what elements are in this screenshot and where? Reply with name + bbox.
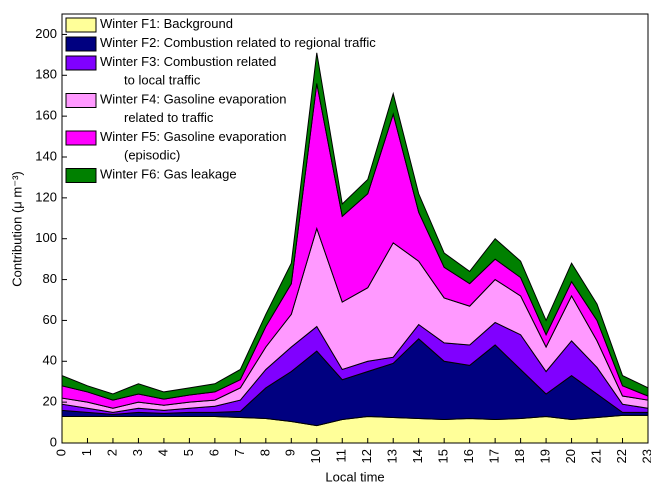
x-axis-label: Local time (325, 469, 384, 484)
y-tick-label: 20 (43, 394, 57, 409)
x-tick-label: 23 (639, 449, 651, 463)
x-tick-label: 14 (410, 449, 425, 463)
x-tick-label: 9 (283, 449, 298, 456)
legend-label: Winter F1: Background (100, 16, 233, 31)
y-tick-label: 140 (35, 148, 57, 163)
y-tick-label: 0 (50, 434, 57, 449)
x-tick-label: 18 (512, 449, 527, 463)
y-tick-label: 40 (43, 353, 57, 368)
x-tick-label: 1 (79, 449, 94, 456)
legend-label: Winter F5: Gasoline evaporation (episodic… (100, 129, 286, 163)
legend: Winter F1: Background Winter F2: Combusti… (65, 16, 376, 183)
legend-swatch (65, 36, 97, 52)
y-tick-label: 180 (35, 67, 57, 82)
x-tick-label: 2 (104, 449, 119, 456)
y-tick-label: 160 (35, 108, 57, 123)
y-tick-label: 80 (43, 271, 57, 286)
y-axis-label: Contribution (μ m⁻³) (9, 171, 24, 287)
y-tick-label: 120 (35, 189, 57, 204)
x-tick-label: 19 (538, 449, 553, 463)
x-tick-label: 22 (614, 449, 629, 463)
legend-label: Winter F2: Combustion related to regiona… (100, 35, 376, 50)
y-tick-label: 60 (43, 312, 57, 327)
x-tick-label: 3 (130, 449, 145, 456)
legend-swatch (65, 17, 97, 33)
legend-label: Winter F4: Gasoline evaporation related t… (100, 92, 286, 126)
x-tick-label: 16 (461, 449, 476, 463)
x-tick-label: 7 (232, 449, 247, 456)
legend-swatch (65, 55, 97, 71)
x-tick-label: 8 (257, 449, 272, 456)
x-tick-label: 13 (385, 449, 400, 463)
legend-swatch (65, 93, 97, 108)
x-tick-label: 15 (436, 449, 451, 463)
area (61, 414, 649, 444)
x-tick-label: 5 (181, 449, 196, 456)
y-tick-label: 100 (35, 230, 57, 245)
x-tick-label: 6 (206, 449, 221, 456)
x-tick-label: 21 (588, 449, 603, 463)
x-tick-label: 10 (308, 449, 323, 463)
legend-label: Winter F6: Gas leakage (100, 167, 237, 182)
x-tick-label: 17 (487, 449, 502, 463)
x-tick-label: 4 (155, 449, 170, 456)
legend-label: Winter F3: Combustion related to local tr… (100, 54, 276, 88)
plot-frame (61, 13, 649, 444)
x-tick-label: 11 (334, 449, 349, 463)
y-tick-label: 200 (35, 26, 57, 41)
legend-swatch (65, 130, 97, 146)
x-tick-label: 0 (53, 449, 68, 456)
x-tick-label: 12 (359, 449, 374, 463)
legend-swatch (65, 168, 97, 183)
x-tick-label: 20 (563, 449, 578, 463)
